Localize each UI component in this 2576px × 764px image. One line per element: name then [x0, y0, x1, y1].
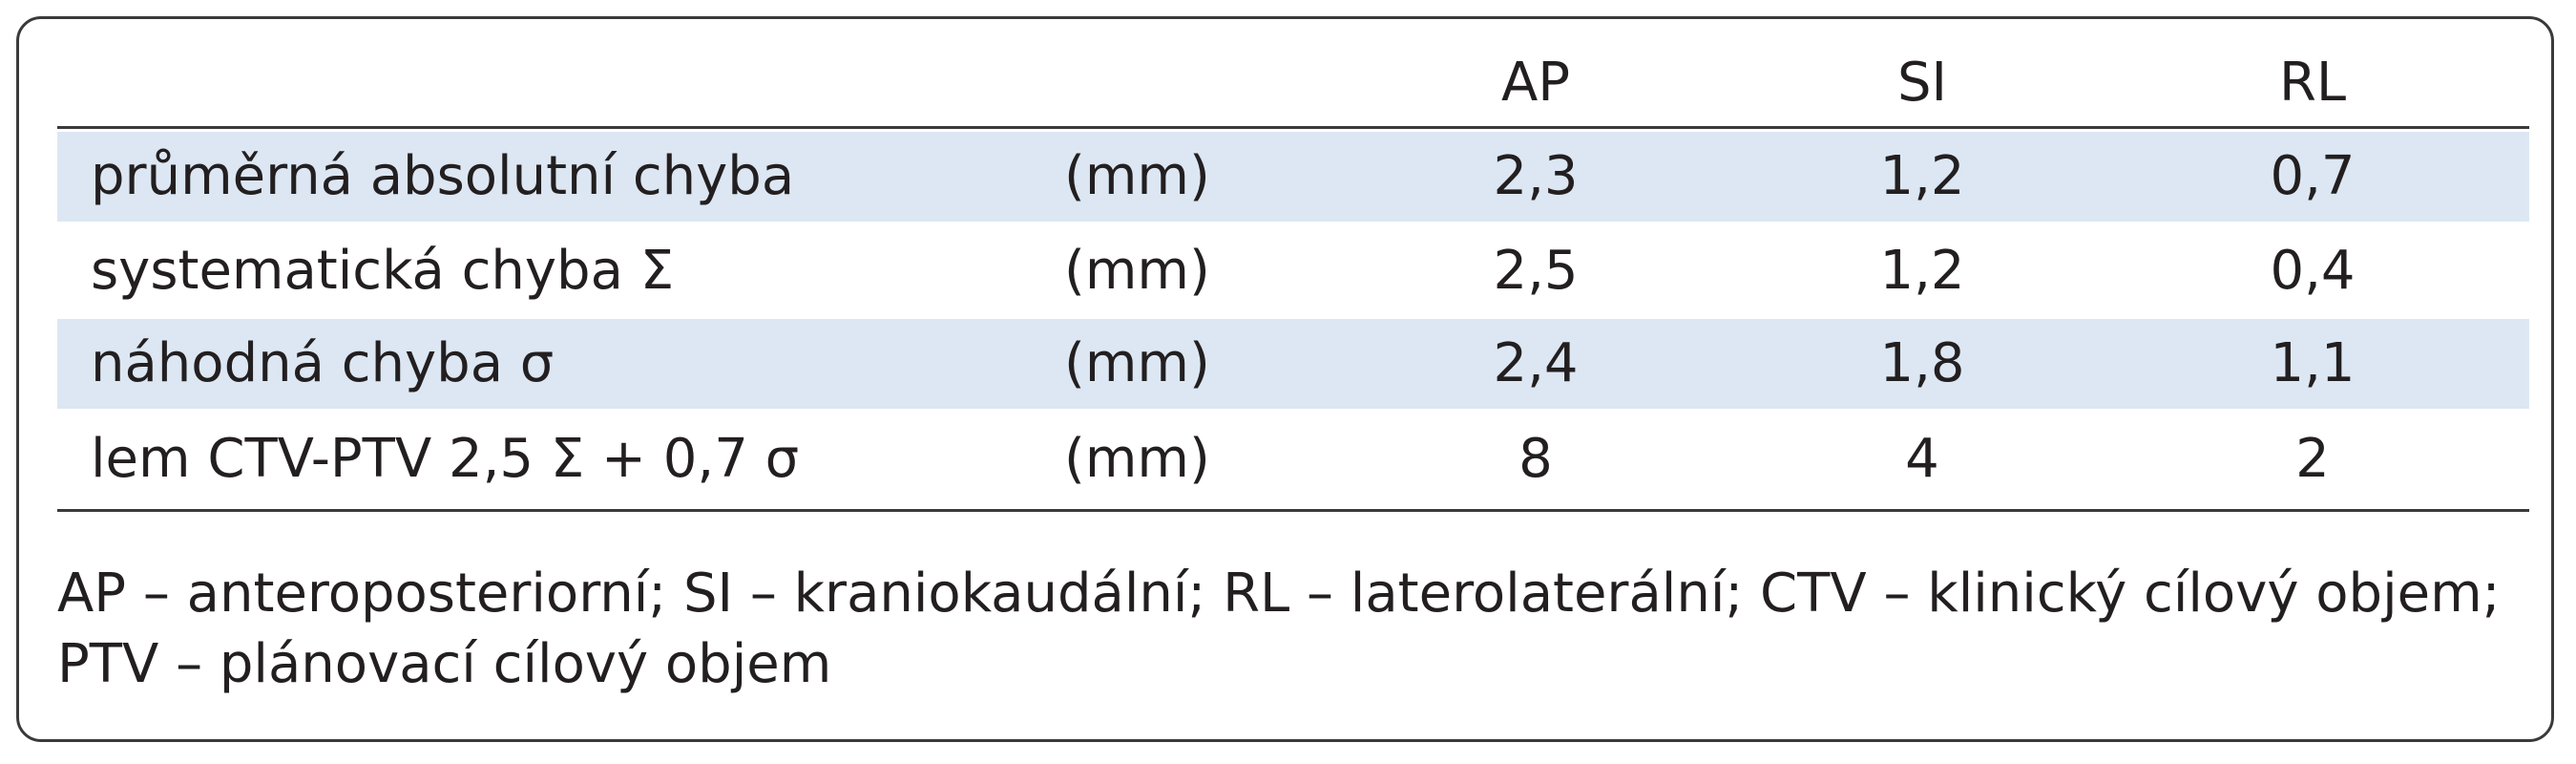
header-rule [57, 126, 2529, 129]
row-label: lem CTV-PTV 2,5 Σ + 0,7 σ [91, 428, 800, 490]
row-label: náhodná chyba σ [91, 332, 555, 394]
value-cell: 2,4 [1493, 332, 1579, 394]
value-cell: 1,2 [1879, 145, 1965, 207]
value-cell: 2,5 [1493, 240, 1579, 302]
unit: (mm) [1064, 332, 1210, 394]
table-note: AP – anteroposteriorní; SI – kraniokaudá… [57, 562, 2501, 695]
value-cell: 1,1 [2270, 332, 2356, 394]
table-row: systematická chyba Σ (mm) 2,5 1,2 0,4 [57, 226, 2529, 316]
value-cell: 1,8 [1879, 332, 1965, 394]
value-cell: 1,2 [1879, 240, 1965, 302]
unit: (mm) [1064, 240, 1210, 302]
value-cell: 4 [1905, 428, 1939, 490]
table-frame [16, 16, 2554, 742]
row-label: průměrná absolutní chyba [91, 145, 795, 207]
table-row: náhodná chyba σ (mm) 2,4 1,8 1,1 [57, 319, 2529, 409]
unit: (mm) [1064, 145, 1210, 207]
row-label: systematická chyba Σ [91, 240, 675, 302]
table-row: lem CTV-PTV 2,5 Σ + 0,7 σ (mm) 8 4 2 [57, 414, 2529, 504]
value-cell: 0,4 [2270, 240, 2356, 302]
value-cell: 8 [1518, 428, 1553, 490]
header-row: AP SI RL [57, 38, 2529, 128]
value-cell: 2 [2295, 428, 2330, 490]
bottom-rule [57, 509, 2529, 512]
value-cell: 2,3 [1493, 145, 1579, 207]
unit: (mm) [1064, 428, 1210, 490]
column-header: RL [2278, 52, 2347, 114]
table-row: průměrná absolutní chyba (mm) 2,3 1,2 0,7 [57, 132, 2529, 222]
value-cell: 0,7 [2270, 145, 2356, 207]
column-header: SI [1896, 52, 1948, 114]
column-header: AP [1500, 52, 1571, 114]
